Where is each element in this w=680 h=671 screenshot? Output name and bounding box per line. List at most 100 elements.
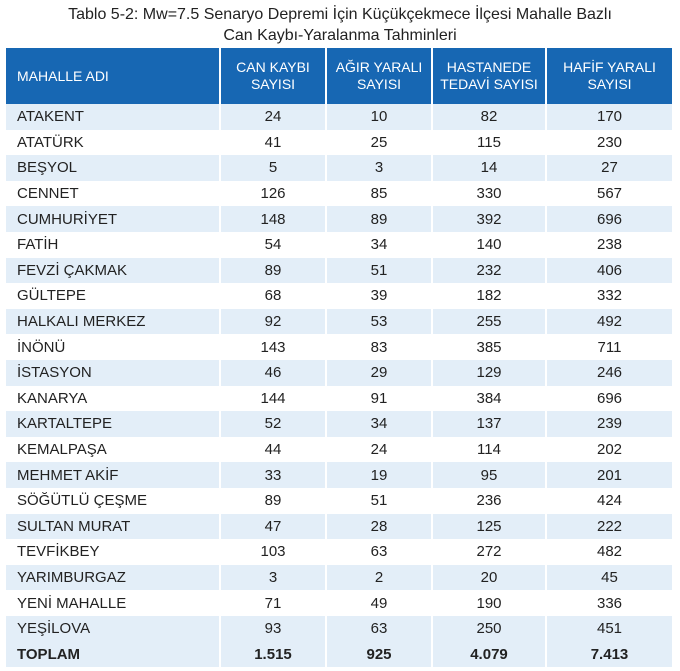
table-row: HALKALI MERKEZ 92 53 255 492 xyxy=(6,308,672,335)
table-row: SÖĞÜTLÜ ÇEŞME 89 51 236 424 xyxy=(6,487,672,514)
value-cell: 272 xyxy=(432,539,547,565)
value-cell: 33 xyxy=(220,462,327,488)
neighborhood-cell: YEŞİLOVA xyxy=(6,615,221,642)
value-cell: 336 xyxy=(546,590,672,616)
value-cell: 1.515 xyxy=(220,641,327,668)
table-row: YARIMBURGAZ 3 2 20 45 xyxy=(6,564,672,591)
neighborhood-cell: KANARYA xyxy=(6,385,221,412)
table-row: SULTAN MURAT 47 28 125 222 xyxy=(6,513,672,540)
value-cell: 68 xyxy=(220,283,327,309)
value-cell: 29 xyxy=(326,359,433,386)
column-header-line: AĞIR YARALI xyxy=(335,59,423,75)
value-cell: 222 xyxy=(546,513,672,540)
value-cell: 95 xyxy=(432,462,547,488)
value-cell: 52 xyxy=(220,411,327,437)
value-cell: 696 xyxy=(546,385,672,412)
table-row: FATİH 54 34 140 238 xyxy=(6,231,672,258)
value-cell: 201 xyxy=(546,462,672,488)
value-cell: 71 xyxy=(220,590,327,616)
table-row: BEŞYOL 5 3 14 27 xyxy=(6,155,672,181)
table-caption: Tablo 5-2: Mw=7.5 Senaryo Depremi İçin K… xyxy=(0,0,680,44)
neighborhood-cell: FATİH xyxy=(6,231,221,258)
neighborhood-cell: TOPLAM xyxy=(6,641,221,668)
value-cell: 3 xyxy=(326,155,433,181)
value-cell: 63 xyxy=(326,615,433,642)
value-cell: 89 xyxy=(220,257,327,284)
table-row: TEVFİKBEY 103 63 272 482 xyxy=(6,539,672,565)
value-cell: 53 xyxy=(326,308,433,335)
table-header: MAHALLE ADI CAN KAYBI SAYISI AĞIR YARALI SAY… xyxy=(6,48,672,104)
value-cell: 696 xyxy=(546,206,672,232)
value-cell: 45 xyxy=(546,564,672,591)
value-cell: 482 xyxy=(546,539,672,565)
value-cell: 24 xyxy=(326,436,433,463)
value-cell: 385 xyxy=(432,334,547,360)
value-cell: 2 xyxy=(326,564,433,591)
value-cell: 5 xyxy=(220,155,327,181)
total-row: TOPLAM 1.515 925 4.079 7.413 xyxy=(6,641,672,668)
value-cell: 137 xyxy=(432,411,547,437)
value-cell: 246 xyxy=(546,359,672,386)
neighborhood-cell: ATATÜRK xyxy=(6,129,221,156)
value-cell: 39 xyxy=(326,283,433,309)
table-row: ATAKENT 24 10 82 170 xyxy=(6,104,672,130)
value-cell: 236 xyxy=(432,487,547,514)
table-row: CENNET 126 85 330 567 xyxy=(6,180,672,207)
value-cell: 54 xyxy=(220,231,327,258)
neighborhood-cell: CENNET xyxy=(6,180,221,207)
value-cell: 202 xyxy=(546,436,672,463)
value-cell: 182 xyxy=(432,283,547,309)
column-header-line: SAYISI xyxy=(356,76,402,92)
value-cell: 143 xyxy=(220,334,327,360)
neighborhood-cell: ATAKENT xyxy=(6,104,221,130)
value-cell: 384 xyxy=(432,385,547,412)
value-cell: 232 xyxy=(432,257,547,284)
value-cell: 7.413 xyxy=(546,641,672,668)
value-cell: 51 xyxy=(326,487,433,514)
neighborhood-cell: GÜLTEPE xyxy=(6,283,221,309)
value-cell: 129 xyxy=(432,359,547,386)
column-header: HASTANEDE TEDAVİ SAYISI xyxy=(432,48,547,104)
value-cell: 93 xyxy=(220,615,327,642)
value-cell: 238 xyxy=(546,231,672,258)
neighborhood-cell: KARTALTEPE xyxy=(6,411,221,437)
table-row: FEVZİ ÇAKMAK 89 51 232 406 xyxy=(6,257,672,284)
value-cell: 91 xyxy=(326,385,433,412)
column-header: CAN KAYBI SAYISI xyxy=(220,48,327,104)
value-cell: 34 xyxy=(326,231,433,258)
value-cell: 406 xyxy=(546,257,672,284)
value-cell: 492 xyxy=(546,308,672,335)
column-header: HAFİF YARALI SAYISI xyxy=(546,48,672,104)
value-cell: 83 xyxy=(326,334,433,360)
value-cell: 451 xyxy=(546,615,672,642)
value-cell: 25 xyxy=(326,129,433,156)
neighborhood-cell: TEVFİKBEY xyxy=(6,539,221,565)
table-row: YENİ MAHALLE 71 49 190 336 xyxy=(6,590,672,616)
value-cell: 125 xyxy=(432,513,547,540)
value-cell: 85 xyxy=(326,180,433,207)
value-cell: 49 xyxy=(326,590,433,616)
value-cell: 239 xyxy=(546,411,672,437)
value-cell: 392 xyxy=(432,206,547,232)
column-header-line: HASTANEDE xyxy=(446,59,532,75)
table-row: İNÖNÜ 143 83 385 711 xyxy=(6,334,672,360)
value-cell: 20 xyxy=(432,564,547,591)
column-header-line: TEDAVİ SAYISI xyxy=(440,76,538,92)
caption-line-2: Can Kaybı-Yaralanma Tahminleri xyxy=(223,27,457,44)
value-cell: 3 xyxy=(220,564,327,591)
value-cell: 19 xyxy=(326,462,433,488)
table-row: KEMALPAŞA 44 24 114 202 xyxy=(6,436,672,463)
value-cell: 92 xyxy=(220,308,327,335)
column-header-line: MAHALLE ADI xyxy=(17,67,109,84)
table-row: YEŞİLOVA 93 63 250 451 xyxy=(6,615,672,642)
header-row: MAHALLE ADI CAN KAYBI SAYISI AĞIR YARALI SAY… xyxy=(6,48,672,104)
value-cell: 250 xyxy=(432,615,547,642)
value-cell: 41 xyxy=(220,129,327,156)
value-cell: 89 xyxy=(326,206,433,232)
neighborhood-cell: SÖĞÜTLÜ ÇEŞME xyxy=(6,487,221,514)
value-cell: 230 xyxy=(546,129,672,156)
value-cell: 103 xyxy=(220,539,327,565)
value-cell: 925 xyxy=(326,641,433,668)
value-cell: 190 xyxy=(432,590,547,616)
table-row: KARTALTEPE 52 34 137 239 xyxy=(6,411,672,437)
